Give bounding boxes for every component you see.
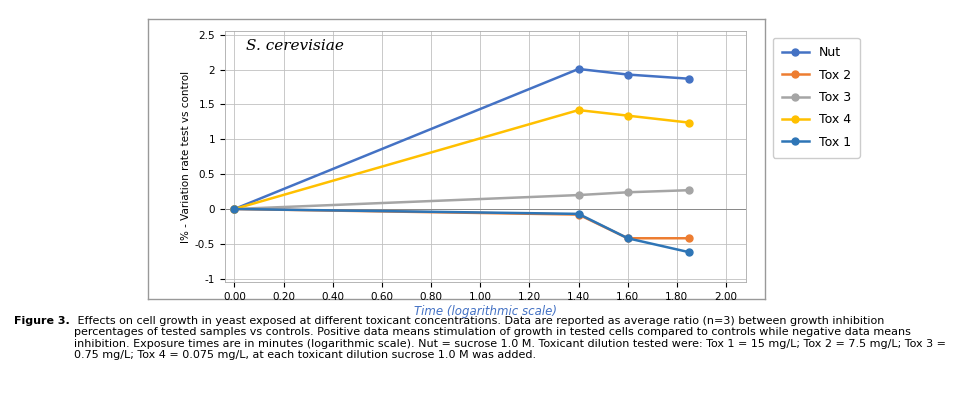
Line: Tox 4: Tox 4	[231, 107, 693, 212]
Line: Tox 2: Tox 2	[231, 206, 693, 242]
Line: Tox 1: Tox 1	[231, 206, 693, 256]
Legend: Nut, Tox 2, Tox 3, Tox 4, Tox 1: Nut, Tox 2, Tox 3, Tox 4, Tox 1	[772, 38, 859, 158]
Tox 3	[622, 190, 634, 195]
Nut	[228, 206, 240, 212]
Tox 1	[573, 212, 584, 217]
Tox 2	[573, 212, 584, 217]
Tox 3	[228, 206, 240, 212]
Line: Nut: Nut	[231, 66, 693, 212]
Tox 4	[622, 113, 634, 118]
Nut	[573, 66, 584, 71]
Line: Tox 3: Tox 3	[231, 187, 693, 212]
Tox 2	[622, 236, 634, 241]
Tox 1	[622, 236, 634, 241]
Text: Effects on cell growth in yeast exposed at different toxicant concentrations. Da: Effects on cell growth in yeast exposed …	[74, 316, 945, 360]
Tox 4	[228, 206, 240, 212]
Text: Figure 3.: Figure 3.	[14, 316, 70, 326]
Text: S. cerevisiae: S. cerevisiae	[246, 39, 343, 53]
Tox 3	[573, 193, 584, 198]
Tox 3	[684, 188, 695, 193]
Nut	[622, 72, 634, 77]
Tox 1	[228, 206, 240, 212]
Tox 1	[684, 250, 695, 255]
Y-axis label: I% - Variation rate test vs control: I% - Variation rate test vs control	[181, 71, 190, 243]
Tox 4	[573, 107, 584, 112]
X-axis label: Time (logarithmic scale): Time (logarithmic scale)	[414, 305, 556, 318]
Tox 2	[684, 236, 695, 241]
Nut	[684, 76, 695, 81]
Tox 4	[684, 120, 695, 125]
Tox 2	[228, 206, 240, 212]
